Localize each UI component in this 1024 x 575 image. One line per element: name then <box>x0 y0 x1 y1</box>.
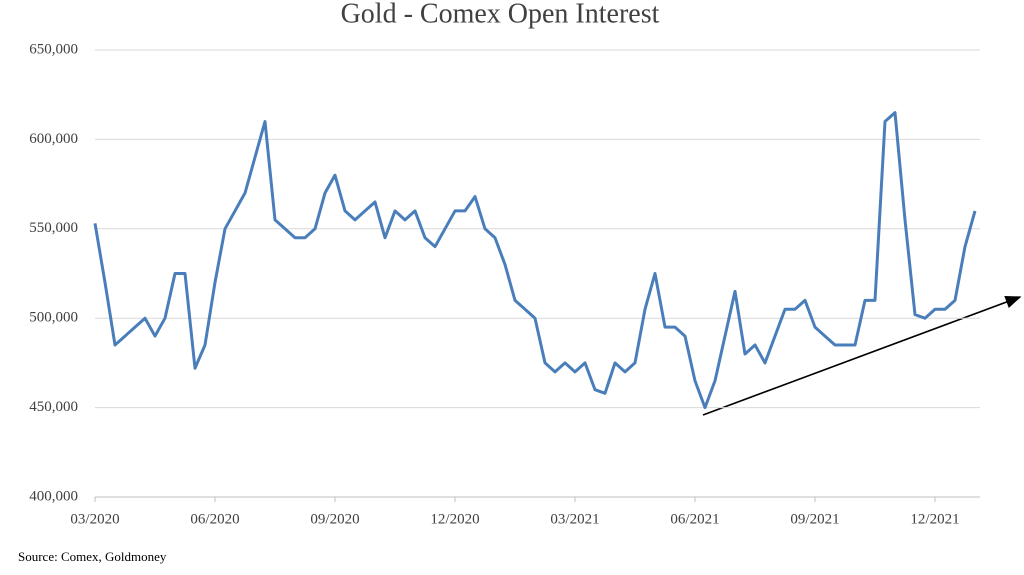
x-tick-label: 06/2020 <box>190 511 239 527</box>
x-tick-label: 03/2020 <box>70 511 119 527</box>
x-tick-label: 12/2020 <box>430 511 479 527</box>
y-tick-label: 600,000 <box>29 131 78 147</box>
source-note: Source: Comex, Goldmoney <box>18 549 167 564</box>
y-tick-label: 550,000 <box>29 220 78 236</box>
x-tick-label: 06/2021 <box>670 511 719 527</box>
data-line <box>93 111 977 410</box>
x-tick-label: 09/2020 <box>310 511 359 527</box>
y-tick-label: 400,000 <box>29 488 78 504</box>
x-tick-label: 03/2021 <box>550 511 599 527</box>
y-tick-label: 500,000 <box>29 310 78 326</box>
chart-title: Gold - Comex Open Interest <box>341 0 660 29</box>
y-tick-label: 450,000 <box>29 399 78 415</box>
x-tick-label: 12/2021 <box>910 511 959 527</box>
trend-arrow <box>702 296 1022 416</box>
y-tick-label: 650,000 <box>29 41 78 57</box>
x-tick-label: 09/2021 <box>790 511 839 527</box>
